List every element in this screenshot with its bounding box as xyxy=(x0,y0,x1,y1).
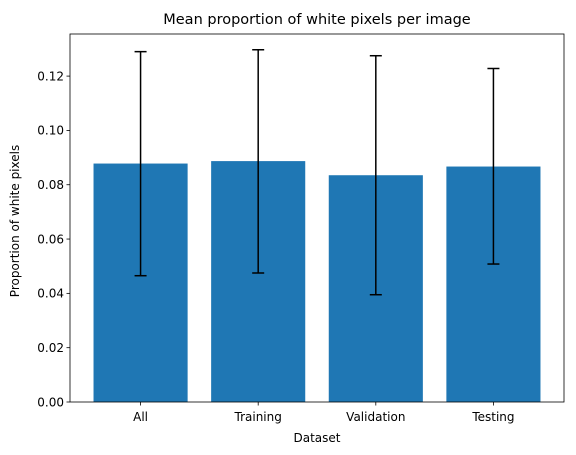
plot-area: 0.00 0.02 0.04 0.06 0.08 0.10 0.12 All Training V… xyxy=(37,33,565,424)
x-axis-label: Dataset xyxy=(294,431,341,445)
y-tick-label: 0.00 xyxy=(37,395,64,409)
x-tick-label: Testing xyxy=(471,410,514,424)
error-bar-training xyxy=(252,49,265,274)
error-bar-testing xyxy=(487,67,500,265)
error-bar-validation xyxy=(369,54,382,296)
x-tick-label: Training xyxy=(234,410,282,424)
error-bar-all xyxy=(134,50,147,277)
y-tick-label: 0.06 xyxy=(37,232,64,246)
axes-frame xyxy=(69,33,565,403)
x-tick-label: All xyxy=(133,410,148,424)
y-tick-label: 0.10 xyxy=(37,124,64,138)
y-axis-label: Proportion of white pixels xyxy=(8,145,22,297)
x-tick-label: Validation xyxy=(346,410,405,424)
y-tick-label: 0.08 xyxy=(37,178,64,192)
y-tick-label: 0.12 xyxy=(37,69,64,83)
y-tick-label: 0.04 xyxy=(37,287,64,301)
chart-title: Mean proportion of white pixels per imag… xyxy=(163,12,471,28)
y-tick-label: 0.02 xyxy=(37,341,64,355)
